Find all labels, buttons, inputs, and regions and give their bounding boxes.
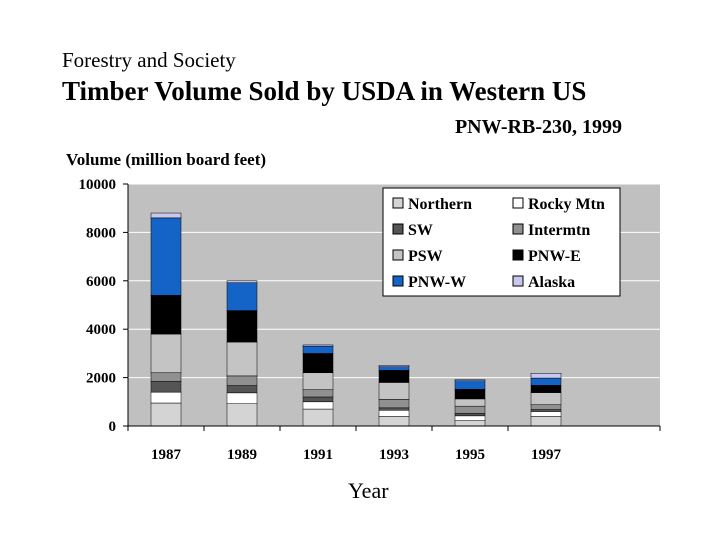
bar-segment-northern-1995 (454, 420, 486, 427)
bar-segment-northern-1987 (150, 402, 182, 427)
x-tick-label: 1989 (227, 447, 257, 463)
bar-segment-rocky-mtn-1997 (530, 411, 562, 417)
legend-label-northern: Northern (408, 196, 472, 213)
bar-segment-alaska-1987 (150, 212, 182, 219)
bar-segment-northern-1997 (530, 416, 562, 427)
bar-segment-northern-1989 (226, 403, 258, 427)
y-tick-label: 2000 (86, 371, 116, 387)
bar-segment-alaska-1993 (378, 365, 410, 367)
bar-segment-alaska-1995 (454, 379, 486, 381)
legend: Northern Rocky Mtn SW Intermtn PSW PNW-E PNW-W… (382, 187, 621, 297)
y-tick-label: 8000 (86, 225, 116, 241)
bar-segment-pnw-e-1991 (302, 353, 334, 374)
bar-segment-alaska-1991 (302, 344, 334, 347)
axes-group: 0 2000 4000 6000 8000 10000 1987 1989 1991 1993 19… (79, 177, 661, 463)
legend-swatch-sw (392, 223, 404, 235)
legend-label-pnw-e: PNW-E (528, 248, 581, 265)
legend-label-pnw-w: PNW-W (408, 274, 466, 291)
bar-segment-sw-1989 (226, 385, 258, 394)
bar-segment-rocky-mtn-1995 (454, 415, 486, 421)
x-axis-label: Year (348, 478, 389, 503)
bar-segment-intermtn-1991 (302, 389, 334, 398)
legend-label-alaska: Alaska (528, 274, 575, 291)
bar-segment-intermtn-1997 (530, 404, 562, 410)
bar-segment-pnw-w-1997 (530, 377, 562, 386)
y-axis-label: Volume (million board feet) (66, 150, 267, 169)
bar-segment-intermtn-1987 (150, 372, 182, 382)
bar-segment-psw-1987 (150, 333, 182, 374)
bar-segment-rocky-mtn-1989 (226, 392, 258, 404)
bar-segment-pnw-e-1997 (530, 385, 562, 393)
bar-segment-intermtn-1995 (454, 405, 486, 414)
bar-segment-northern-1991 (302, 408, 334, 427)
legend-swatch-alaska (512, 275, 524, 287)
legend-swatch-psw (392, 249, 404, 261)
y-tick-label: 4000 (86, 322, 116, 338)
legend-label-sw: SW (408, 222, 433, 239)
page-title: Timber Volume Sold by USDA in Western US (62, 76, 587, 106)
legend-swatch-intermtn (512, 223, 524, 235)
bar-segment-pnw-w-1991 (302, 345, 334, 354)
bar-segment-pnw-w-1995 (454, 380, 486, 390)
bar-segment-pnw-e-1993 (378, 370, 410, 383)
bar-segment-intermtn-1993 (378, 399, 410, 409)
legend-box (382, 187, 621, 297)
legend-label-intermtn: Intermtn (528, 222, 590, 239)
y-tick-label: 6000 (86, 274, 116, 290)
bar-segment-intermtn-1989 (226, 375, 258, 386)
bar-segment-northern-1993 (378, 416, 410, 427)
bar-segment-pnw-e-1989 (226, 310, 258, 343)
bar-segment-pnw-w-1987 (150, 217, 182, 296)
bar-segment-sw-1987 (150, 380, 182, 393)
bar-segment-pnw-e-1995 (454, 388, 486, 400)
legend-swatch-rocky-mtn (512, 197, 524, 209)
bar-segment-pnw-e-1987 (150, 295, 182, 335)
bar-segment-psw-1995 (454, 398, 486, 407)
bar-segment-pnw-w-1993 (378, 366, 410, 371)
legend-swatch-pnw-w (392, 275, 404, 287)
x-tick-label: 1995 (455, 447, 485, 463)
bar-segment-psw-1993 (378, 382, 410, 400)
legend-swatch-pnw-e (512, 249, 524, 261)
legend-label-psw: PSW (408, 248, 443, 265)
bar-segment-sw-1991 (302, 396, 334, 403)
y-tick-label: 10000 (79, 177, 117, 193)
kicker-text: Forestry and Society (62, 48, 236, 72)
bar-segment-psw-1997 (530, 392, 562, 405)
legend-swatch-northern (392, 197, 404, 209)
bar-segment-sw-1993 (378, 407, 410, 411)
bar-segment-psw-1991 (302, 372, 334, 390)
x-tick-label: 1997 (531, 447, 562, 463)
bar-segment-alaska-1997 (530, 372, 562, 379)
source-citation: PNW-RB-230, 1999 (454, 116, 622, 138)
bars-group (150, 212, 562, 427)
bar-segment-psw-1989 (226, 341, 258, 377)
legend-label-rocky-mtn: Rocky Mtn (528, 196, 605, 213)
bar-segment-pnw-w-1989 (226, 282, 258, 311)
bar-segment-sw-1995 (454, 413, 486, 417)
y-tick-label: 0 (109, 419, 117, 435)
x-tick-label: 1993 (379, 447, 409, 463)
x-tick-label: 1991 (303, 447, 333, 463)
x-tick-label: 1987 (151, 447, 182, 463)
bar-segment-sw-1997 (530, 409, 562, 412)
bar-segment-alaska-1989 (226, 280, 258, 283)
bar-segment-rocky-mtn-1991 (302, 401, 334, 410)
bar-segment-rocky-mtn-1993 (378, 410, 410, 417)
bar-segment-rocky-mtn-1987 (150, 391, 182, 404)
